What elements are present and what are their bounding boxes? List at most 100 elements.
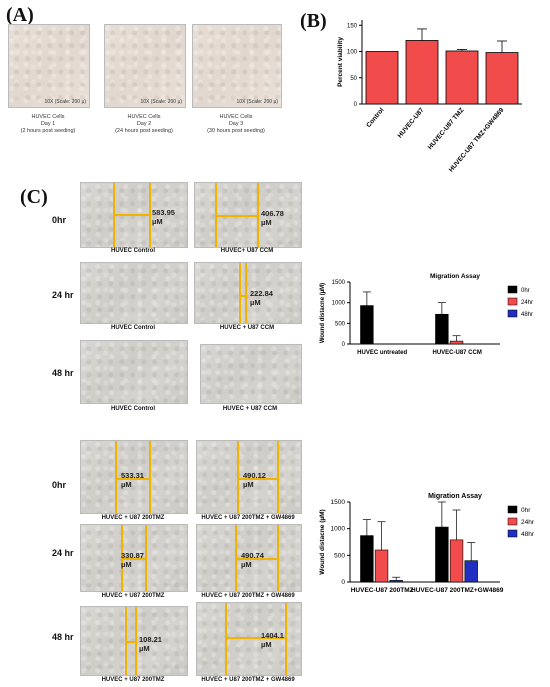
control-0hr-image: 583.95 µM xyxy=(80,182,188,248)
bar xyxy=(449,340,464,345)
image-caption: HUVEC + U87 200TMZ xyxy=(101,593,165,599)
caption-line: Day 1 xyxy=(40,121,56,127)
tmz-24hr-image: 330.87 µM xyxy=(80,524,188,592)
legend-label: 0hr xyxy=(521,507,531,514)
bar xyxy=(360,535,374,583)
y-tick-label: 0 xyxy=(354,102,358,108)
legend-swatch xyxy=(507,297,518,306)
caption-line: HUVEC Cells xyxy=(31,114,65,120)
caption-line: HUVEC Cells xyxy=(219,114,253,120)
legend-swatch xyxy=(507,529,518,538)
scale-label: 10X (Scale: 200 µ) xyxy=(44,99,86,105)
image-caption: HUVEC + U87 200TMZ + GW4869 xyxy=(201,677,295,683)
wound-width-label: 1404.1 µM xyxy=(261,631,284,649)
tmz-48hr-image: 108.21 µM xyxy=(80,606,188,676)
wound-width-label: 490.12 µM xyxy=(243,471,266,489)
bar xyxy=(449,539,464,583)
legend-label: 24hr xyxy=(521,519,535,526)
category-label: HUVEC-U87 200TMZ+GW4869 xyxy=(411,587,504,594)
wound-width-label: 490.74 µM xyxy=(241,551,264,569)
control-48hr-image xyxy=(80,340,188,404)
image-caption: HUVEC + U87 200TMZ xyxy=(101,515,165,521)
legend-label: 24hr xyxy=(521,300,533,306)
wound-width-label: 222.84 µM xyxy=(250,289,273,307)
y-tick-label: 500 xyxy=(334,552,345,559)
image-caption: HUVEC + U87 200TMZ + GW4869 xyxy=(201,515,295,521)
caption-line: (24 hours post seeding) xyxy=(115,128,173,134)
ccm-24hr-image: 222.84 µM xyxy=(194,262,302,324)
row-label-24hr: 24 hr xyxy=(52,548,74,558)
category-label: HUVEC untreated xyxy=(357,350,407,356)
legend-label: 48hr xyxy=(521,531,535,538)
bar xyxy=(360,305,374,345)
wound-width-label: 406.78 µM xyxy=(261,209,284,227)
bar xyxy=(405,40,439,105)
image-caption: HUVEC + U87 CCM xyxy=(222,406,278,412)
legend-swatch xyxy=(507,309,518,318)
image-caption: HUVEC + U87 CCM xyxy=(219,325,275,331)
wound-width-label: 583.95 µM xyxy=(152,208,175,226)
caption-line: HUVEC Cells xyxy=(127,114,161,120)
panel-a-label: (A) xyxy=(6,4,34,26)
row-label-48hr: 48 hr xyxy=(52,368,74,378)
y-tick-label: 1000 xyxy=(332,301,346,307)
image-caption: HUVEC Control xyxy=(111,406,155,412)
legend-swatch xyxy=(507,285,518,294)
wound-width-label: 108.21 µM xyxy=(139,635,162,653)
caption-line: (30 hours post seeding) xyxy=(207,128,265,134)
tmz-gw-24hr-image: 490.74 µM xyxy=(196,524,302,592)
image-caption: HUVEC + U87 200TMZ xyxy=(101,677,165,683)
category-label: HUVEC-U87 xyxy=(396,106,425,139)
y-axis-label: Wound distacne (µM) xyxy=(320,283,326,343)
y-tick-label: 1500 xyxy=(331,499,346,506)
tmz-gw-48hr-image: 1404.1 µM xyxy=(196,602,302,676)
chart-title: Migration Assay xyxy=(430,273,480,280)
y-tick-label: 100 xyxy=(347,50,358,56)
viability-chart: 0 50 100 150 Percent viability Control HUVEC-U… xyxy=(337,20,522,174)
day2-caption: HUVEC Cells Day 2 (24 hours post seeding… xyxy=(104,114,184,135)
migration-chart-1: Migration Assay 0 500 1000 1500 Wound distacn… xyxy=(320,273,533,356)
chart-title: Migration Assay xyxy=(428,493,482,500)
control-24hr-image xyxy=(80,262,188,324)
y-axis-label: Percent viability xyxy=(337,37,344,87)
wound-width-label: 533.31 µM xyxy=(121,471,144,489)
bar xyxy=(435,313,449,345)
y-tick-label: 50 xyxy=(350,76,357,82)
legend-label: 48hr xyxy=(521,312,533,318)
image-caption: HUVEC Control xyxy=(111,325,155,331)
image-caption: HUVEC + U87 200TMZ + GW4869 xyxy=(201,593,295,599)
scale-label: 10X (Scale: 200 µ) xyxy=(140,99,182,105)
caption-line: (2 hours post seeding) xyxy=(20,128,76,134)
row-label-48hr: 48 hr xyxy=(52,632,74,642)
y-tick-label: 0 xyxy=(341,579,345,586)
huvec-day3-image: 10X (Scale: 200 µ) xyxy=(192,24,282,108)
y-tick-label: 500 xyxy=(335,321,346,327)
panel-c-label: (C) xyxy=(20,186,48,208)
panel-b-label: (B) xyxy=(300,10,327,32)
y-axis-label: Wound distacne (µM) xyxy=(319,509,326,574)
ccm-48hr-image xyxy=(200,344,302,404)
y-tick-label: 0 xyxy=(342,342,346,348)
bar xyxy=(435,526,449,583)
row-label-24hr: 24 hr xyxy=(52,290,74,300)
bar xyxy=(445,50,479,105)
legend-swatch xyxy=(507,505,518,514)
bar xyxy=(389,580,403,583)
huvec-day1-image: 10X (Scale: 200 µ) xyxy=(8,24,90,108)
day1-caption: HUVEC Cells Day 1 (2 hours post seeding) xyxy=(8,114,88,135)
caption-line: Day 2 xyxy=(136,121,152,127)
legend-swatch xyxy=(507,517,518,526)
category-label: Control xyxy=(365,107,385,129)
bar xyxy=(374,549,389,583)
category-label: HUVEC-U87 CCM xyxy=(433,350,482,356)
category-label: HUVEC-U87 200TMZ xyxy=(351,587,414,594)
y-tick-label: 1000 xyxy=(331,526,346,533)
wound-width-label: 330.87 µM xyxy=(121,551,144,569)
scale-label: 10X (Scale: 200 µ) xyxy=(236,99,278,105)
category-label: HUVEC-U87 TMZ xyxy=(427,107,466,151)
image-caption: HUVEC+ U87 CCM xyxy=(220,248,274,254)
tmz-0hr-image: 533.31 µM xyxy=(80,440,188,514)
y-tick-label: 1500 xyxy=(332,280,346,286)
y-tick-label: 150 xyxy=(347,23,358,29)
ccm-0hr-image: 406.78 µM xyxy=(194,182,302,248)
